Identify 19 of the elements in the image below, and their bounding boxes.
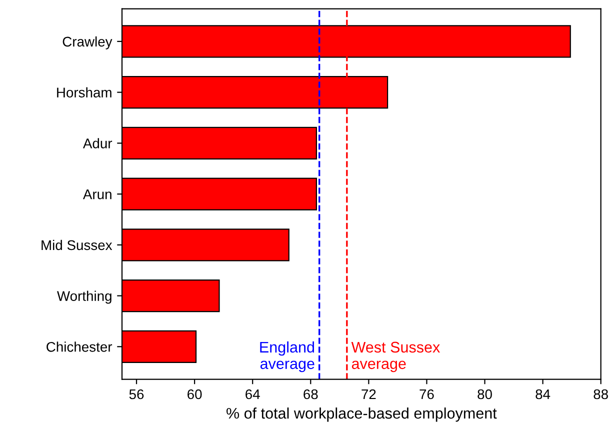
y-tick-label: Chichester — [46, 342, 112, 352]
y-tick-label: Horsham — [57, 87, 112, 98]
y-tick-label: Mid Sussex — [42, 240, 112, 250]
y-tick-label: Arun — [82, 190, 112, 200]
ref-line-label: West Sussex average — [351, 342, 440, 372]
y-tick-label: Adur — [82, 138, 112, 148]
x-axis-title: % of total workplace-based employment — [226, 407, 497, 422]
x-tick-label: 88 — [594, 389, 608, 400]
y-tick-label: Worthing — [57, 290, 112, 304]
x-tick-label: 76 — [420, 389, 434, 400]
x-tick-label: 72 — [362, 389, 376, 400]
x-tick-label: 68 — [304, 389, 318, 400]
x-tick-label: 80 — [478, 389, 492, 400]
x-tick-label: 84 — [536, 389, 550, 400]
x-tick-label: 64 — [246, 389, 260, 400]
ref-line-label: England average — [260, 341, 314, 372]
y-tick-label: Crawley — [62, 36, 112, 50]
x-tick-label: 56 — [129, 389, 144, 400]
x-tick-label: 60 — [188, 389, 202, 400]
